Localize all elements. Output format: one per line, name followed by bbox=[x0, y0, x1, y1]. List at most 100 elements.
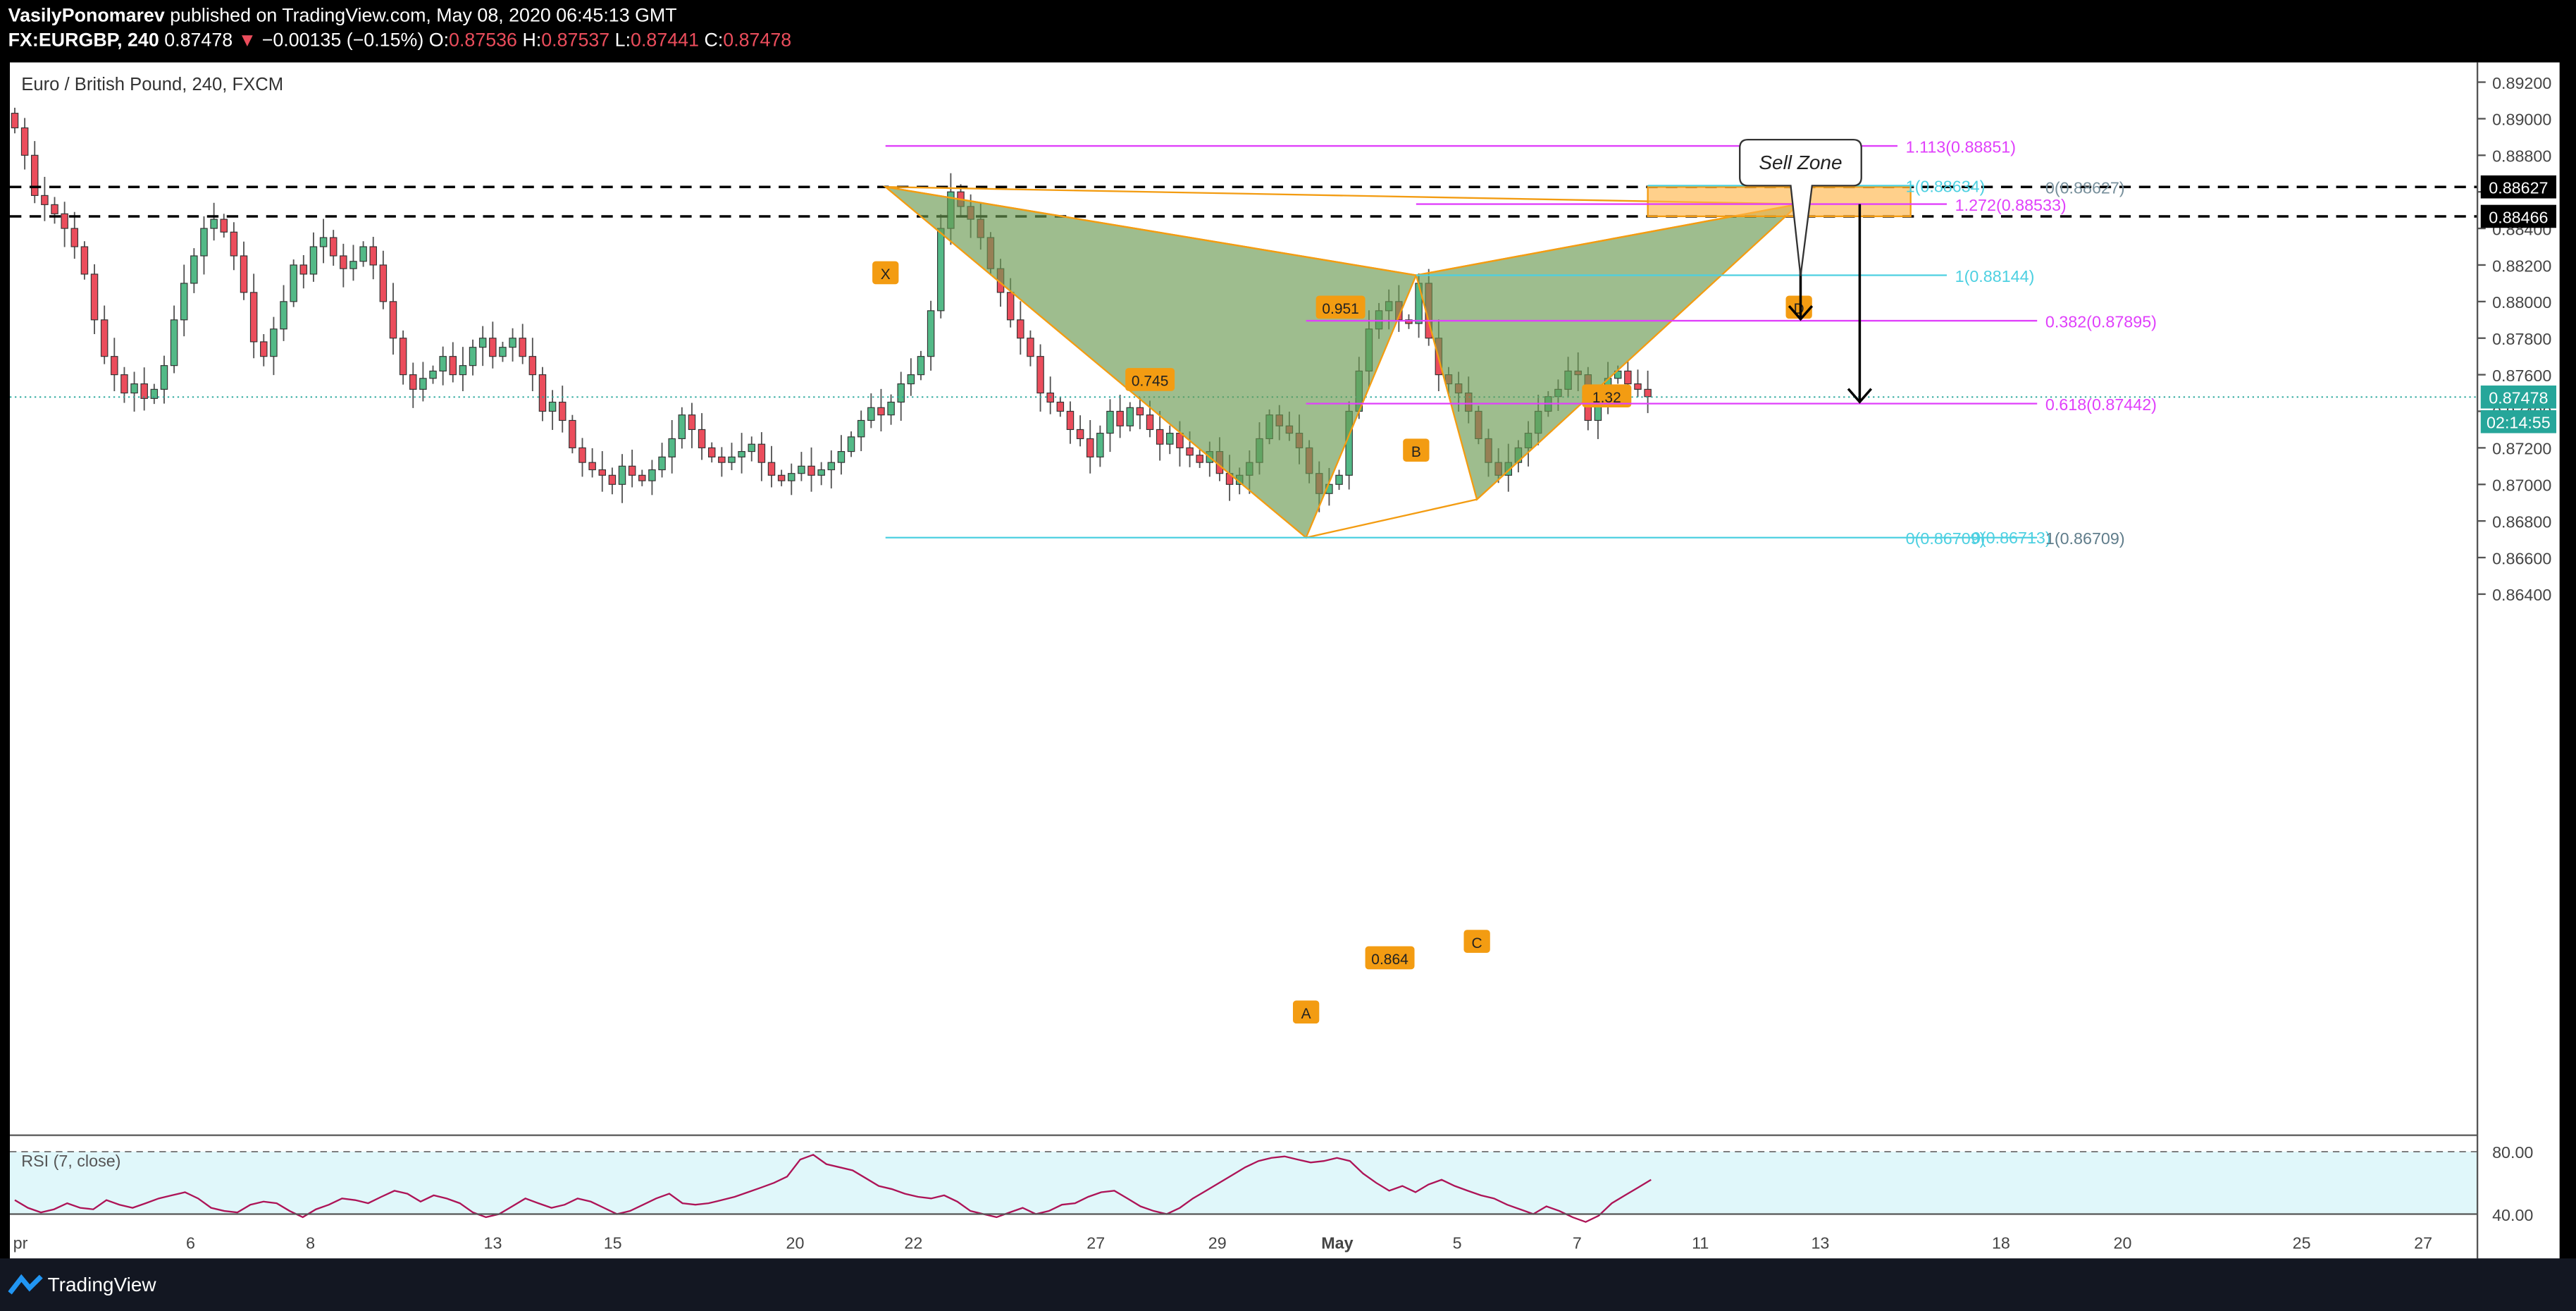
candle-body bbox=[478, 338, 487, 348]
candle-body bbox=[668, 438, 676, 457]
time-tick-label: 15 bbox=[604, 1233, 622, 1252]
candle bbox=[349, 245, 357, 281]
footer-bar: TradingView bbox=[0, 1258, 2576, 1311]
candle-body bbox=[827, 462, 836, 471]
callout-bubble bbox=[1739, 138, 1862, 276]
level-tag-text: 0.88466 bbox=[2489, 208, 2548, 226]
level-price-tag: 0.88627 bbox=[2480, 175, 2557, 199]
candle bbox=[478, 326, 487, 367]
pattern-ratio-line bbox=[885, 186, 1417, 276]
point-label-box bbox=[872, 261, 899, 285]
price-tick-label: 0.86400 bbox=[2492, 586, 2551, 604]
candle bbox=[827, 450, 836, 488]
candle bbox=[419, 362, 427, 402]
candle bbox=[1036, 344, 1044, 412]
candle-body bbox=[489, 338, 497, 357]
candle-body bbox=[917, 356, 925, 376]
candle bbox=[90, 264, 99, 335]
candle-body bbox=[1096, 433, 1104, 457]
sell-zone-callout[interactable]: Sell Zone bbox=[1739, 138, 1862, 276]
candle bbox=[1156, 410, 1164, 461]
candle-body bbox=[927, 310, 935, 357]
rsi-band bbox=[9, 1151, 2478, 1214]
candle-body bbox=[569, 419, 576, 448]
candle-body bbox=[748, 443, 755, 453]
candle-body bbox=[150, 388, 159, 399]
time-axis[interactable]: pr 6 8 13 15 20 22 27 29 May 5 7 11 13 18 20 25 27 bbox=[13, 1233, 2432, 1252]
symbol-label[interactable]: FX:EURGBP, 240 bbox=[8, 31, 159, 51]
candle-body bbox=[11, 113, 19, 128]
candle-body bbox=[1644, 388, 1652, 398]
candle bbox=[439, 346, 447, 386]
candle bbox=[738, 433, 745, 474]
candle bbox=[718, 447, 726, 477]
candle-body bbox=[1136, 407, 1144, 416]
candle bbox=[788, 463, 795, 496]
candle bbox=[917, 350, 925, 381]
sell-zone-box[interactable] bbox=[1647, 186, 1912, 218]
point-label-box bbox=[1292, 1000, 1320, 1024]
high-label: H: bbox=[522, 31, 542, 51]
footer-brand[interactable]: TradingView bbox=[47, 1273, 156, 1297]
candle bbox=[1017, 301, 1024, 355]
arrow-head-down-icon bbox=[1847, 388, 1873, 404]
open-value: 0.87536 bbox=[449, 31, 517, 51]
candle-body bbox=[90, 273, 99, 321]
candle bbox=[369, 237, 377, 280]
low-label: L: bbox=[614, 31, 631, 51]
candle bbox=[1166, 425, 1174, 455]
candle-body bbox=[1027, 338, 1034, 357]
candle-body bbox=[439, 356, 447, 372]
candle-body bbox=[728, 456, 736, 463]
candle bbox=[658, 443, 666, 478]
rsi-label: RSI (7, close) bbox=[21, 1152, 120, 1170]
price-tick-label: 0.87800 bbox=[2492, 330, 2551, 348]
candle bbox=[688, 402, 696, 448]
pattern-point-b[interactable]: B bbox=[1403, 438, 1430, 462]
candle bbox=[798, 452, 805, 481]
candle-body bbox=[937, 228, 945, 312]
time-tick-label: 13 bbox=[484, 1233, 502, 1252]
level-price-tag: 0.88466 bbox=[2480, 204, 2557, 228]
candle bbox=[857, 410, 865, 452]
candle-body bbox=[20, 127, 29, 156]
candle-body bbox=[578, 447, 586, 463]
candle-body bbox=[41, 195, 49, 205]
candle-body bbox=[628, 465, 636, 476]
published-text: published on TradingView.com, May 08, 20… bbox=[164, 6, 677, 27]
candle bbox=[499, 341, 507, 362]
candle-body bbox=[1066, 410, 1075, 431]
author-name[interactable]: VasilyPonomarev bbox=[8, 6, 165, 27]
candle bbox=[1086, 419, 1094, 474]
low-value: 0.87441 bbox=[631, 31, 699, 51]
pattern-point-c[interactable]: C bbox=[1463, 930, 1490, 953]
candle-body bbox=[897, 383, 905, 403]
change-arrow-icon: ▼ bbox=[237, 31, 257, 51]
candle-body bbox=[1006, 292, 1015, 321]
drawings-layer[interactable]: XABCD0.7450.8641.320.9511.113(0.88851)1(… bbox=[9, 137, 2478, 1024]
header-bar: VasilyPonomarev published on TradingView… bbox=[0, 0, 2576, 61]
candle-body bbox=[359, 246, 367, 262]
candle-body bbox=[867, 407, 875, 421]
candle bbox=[389, 283, 397, 355]
candle bbox=[1405, 314, 1413, 329]
candle-body bbox=[111, 356, 118, 376]
candle-body bbox=[1405, 319, 1413, 324]
candle bbox=[299, 254, 308, 289]
level-tag-box bbox=[2480, 175, 2557, 199]
candle bbox=[528, 338, 537, 391]
pattern-point-a[interactable]: A bbox=[1292, 1000, 1320, 1024]
candle-body bbox=[1176, 433, 1184, 448]
fib-level-label: 0.618(0.87442) bbox=[2045, 395, 2157, 414]
candle-body bbox=[80, 246, 89, 275]
candle bbox=[210, 202, 218, 241]
candle bbox=[399, 330, 407, 385]
chart-panel[interactable] bbox=[9, 62, 2560, 1259]
candle-body bbox=[509, 338, 516, 348]
candle bbox=[11, 107, 19, 134]
candle bbox=[130, 371, 138, 412]
candle-body bbox=[877, 407, 885, 416]
pattern-point-x[interactable]: X bbox=[872, 261, 899, 285]
last-price-tag: 0.87478 bbox=[2480, 385, 2557, 409]
